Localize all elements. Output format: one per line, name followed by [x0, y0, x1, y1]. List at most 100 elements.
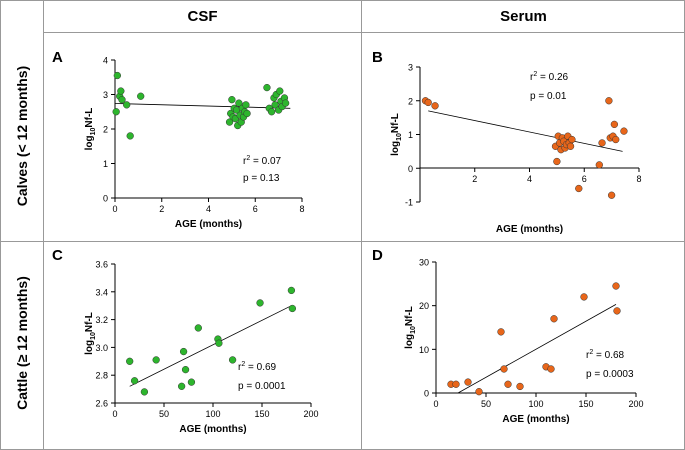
panel-label-a: A	[52, 49, 63, 66]
data-point-a	[242, 101, 250, 109]
data-point-d	[516, 382, 524, 391]
data-point-b	[431, 102, 439, 110]
data-point-a	[118, 96, 126, 104]
data-point-d	[504, 380, 512, 388]
y-tick-label-c: 2.6	[95, 399, 108, 409]
data-point-c	[140, 388, 149, 396]
data-point-c	[187, 378, 196, 386]
data-point-b	[424, 98, 432, 107]
data-point-a	[123, 101, 131, 109]
y-tick-label-d: 0	[424, 389, 429, 399]
data-point-b	[566, 142, 575, 150]
p-value-stat-b: p = 0.01	[530, 91, 567, 102]
x-tick-label-b: 6	[582, 174, 587, 184]
data-point-d	[464, 378, 472, 386]
column-header-serum: Serum	[500, 8, 547, 25]
data-point-c	[215, 339, 223, 347]
y-tick-label-c: 3.2	[95, 315, 108, 325]
r2-stat-a: r2 = 0.07	[243, 155, 282, 167]
x-tick-label-d: 150	[578, 399, 593, 409]
x-tick-label-b: 8	[636, 174, 641, 184]
data-point-d	[475, 388, 483, 396]
y-tick-label-a: 3	[103, 90, 108, 100]
y-tick-label-a: 4	[103, 56, 108, 66]
data-point-a	[271, 101, 279, 109]
x-tick-label-c: 200	[303, 409, 318, 419]
label-column	[0, 33, 44, 450]
y-tick-label-b: 2	[408, 96, 413, 106]
data-point-c	[179, 347, 188, 356]
x-tick-label-d: 100	[528, 399, 543, 409]
panel-label-b: B	[372, 49, 383, 66]
data-point-b	[620, 127, 628, 135]
data-point-d	[550, 315, 558, 323]
data-point-a	[267, 108, 276, 116]
x-tick-label-c: 150	[254, 409, 269, 419]
data-point-b	[610, 120, 619, 129]
column-header-csf: CSF	[187, 8, 218, 25]
y-axis-title-b: log10Nf-L	[390, 113, 403, 156]
data-point-c	[256, 299, 264, 307]
x-tick-label-d: 0	[433, 399, 438, 409]
data-point-c	[130, 377, 139, 385]
column-divider	[361, 0, 362, 450]
r2-stat-b: r2 = 0.26	[530, 71, 569, 83]
y-tick-label-b: 0	[408, 164, 413, 174]
y-axis-title-c: log10Nf-L	[84, 312, 97, 355]
data-point-b	[598, 139, 606, 147]
data-point-a	[112, 108, 120, 116]
regression-line-b	[428, 110, 623, 152]
data-point-d	[497, 328, 505, 336]
x-tick-label-a: 2	[159, 204, 164, 214]
data-point-b	[595, 161, 603, 169]
x-tick-label-b: 4	[527, 174, 532, 184]
data-point-a	[243, 109, 251, 118]
regression-line-d	[457, 304, 617, 394]
data-point-c	[181, 365, 190, 374]
x-tick-label-d: 50	[481, 399, 491, 409]
data-point-b	[568, 135, 576, 144]
r2-stat-c: r2 = 0.69	[238, 361, 277, 373]
x-axis-title-a: AGE (months)	[175, 219, 242, 230]
data-point-c	[228, 356, 237, 364]
data-point-d	[613, 307, 621, 315]
data-point-a	[113, 71, 121, 80]
y-axis-title-a: log10Nf-L	[84, 108, 97, 151]
y-tick-label-b: -1	[405, 198, 413, 208]
y-tick-label-c: 3.0	[95, 343, 108, 353]
x-tick-label-b: 2	[472, 174, 477, 184]
data-point-a	[225, 118, 234, 126]
data-point-c	[152, 356, 160, 364]
x-tick-label-d: 200	[628, 399, 643, 409]
data-point-c	[287, 286, 296, 295]
y-tick-label-d: 30	[419, 258, 429, 268]
data-point-a	[126, 132, 134, 140]
y-tick-label-a: 2	[103, 125, 108, 135]
data-point-d	[580, 293, 588, 301]
data-point-c	[126, 357, 134, 365]
x-axis-title-d: AGE (months)	[502, 414, 569, 425]
data-point-b	[575, 184, 583, 193]
x-tick-label-a: 0	[112, 204, 117, 214]
y-tick-label-c: 3.4	[95, 287, 108, 297]
y-tick-label-d: 20	[419, 301, 429, 311]
data-point-a	[137, 92, 145, 100]
data-point-d	[547, 365, 555, 373]
y-tick-label-b: 3	[408, 63, 413, 73]
data-point-a	[117, 87, 125, 95]
y-tick-label-a: 1	[103, 159, 108, 169]
p-value-stat-d: p = 0.0003	[586, 369, 634, 380]
x-tick-label-a: 8	[299, 204, 304, 214]
panel-label-d: D	[372, 247, 383, 264]
r2-stat-d: r2 = 0.68	[586, 349, 625, 361]
y-tick-label-d: 10	[419, 345, 429, 355]
data-point-b	[612, 135, 620, 144]
x-axis-title-c: AGE (months)	[179, 424, 246, 435]
data-point-d	[612, 282, 620, 290]
panel-label-c: C	[52, 247, 63, 264]
data-point-c	[177, 382, 186, 390]
data-point-a	[263, 83, 271, 92]
x-tick-label-a: 6	[253, 204, 258, 214]
row-divider	[0, 241, 685, 242]
